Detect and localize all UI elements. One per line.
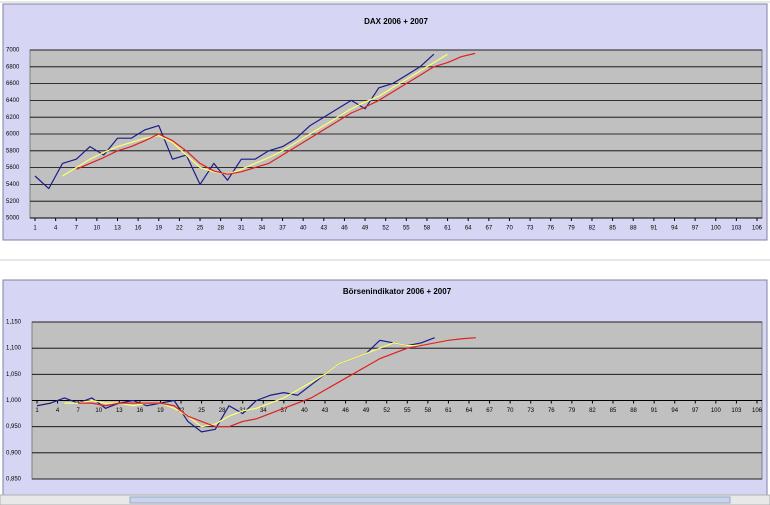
- x-tick-label: 43: [322, 408, 329, 414]
- x-tick-label: 100: [711, 408, 722, 414]
- x-tick-label: 67: [485, 226, 492, 232]
- x-tick-label: 4: [54, 226, 58, 232]
- x-tick-label: 52: [382, 226, 389, 232]
- x-tick-label: 79: [568, 226, 575, 232]
- x-tick-label: 94: [671, 408, 678, 414]
- x-tick-label: 7: [75, 226, 79, 232]
- x-tick-label: 28: [217, 226, 224, 232]
- chart-title: DAX 2006 + 2007: [364, 17, 428, 26]
- x-tick-label: 10: [94, 226, 101, 232]
- x-tick-label: 85: [610, 408, 617, 414]
- x-tick-label: 10: [95, 408, 102, 414]
- x-tick-label: 76: [547, 226, 554, 232]
- x-tick-label: 73: [527, 226, 534, 232]
- x-tick-label: 28: [219, 408, 226, 414]
- y-tick-label: 0,850: [6, 477, 22, 483]
- scrollbar-thumb[interactable]: [129, 496, 731, 504]
- x-tick-label: 91: [651, 408, 658, 414]
- x-tick-label: 106: [752, 408, 763, 414]
- y-tick-label: 7000: [6, 48, 20, 54]
- x-tick-label: 1: [35, 408, 39, 414]
- x-tick-label: 97: [692, 226, 699, 232]
- chart-title: Börsenindikator 2006 + 2007: [343, 287, 452, 296]
- x-tick-label: 61: [445, 408, 452, 414]
- y-tick-label: 1,150: [6, 320, 22, 326]
- y-tick-label: 5000: [6, 216, 20, 222]
- x-tick-label: 22: [176, 226, 183, 232]
- x-tick-label: 34: [260, 408, 267, 414]
- y-tick-label: 5200: [6, 199, 20, 205]
- x-tick-label: 49: [363, 408, 370, 414]
- x-tick-label: 73: [527, 408, 534, 414]
- series-line: [64, 339, 449, 428]
- y-tick-label: 6800: [6, 64, 20, 70]
- x-tick-label: 7: [76, 408, 80, 414]
- x-tick-label: 46: [342, 408, 349, 414]
- series-line: [78, 337, 476, 428]
- x-tick-label: 64: [466, 408, 473, 414]
- x-tick-label: 25: [197, 226, 204, 232]
- x-tick-label: 106: [752, 226, 763, 232]
- x-tick-label: 88: [630, 226, 637, 232]
- x-tick-label: 76: [548, 408, 555, 414]
- x-tick-label: 97: [692, 408, 699, 414]
- x-tick-label: 91: [651, 226, 658, 232]
- x-tick-label: 13: [116, 408, 123, 414]
- y-tick-label: 5400: [6, 182, 20, 188]
- x-tick-label: 37: [281, 408, 288, 414]
- y-tick-label: 6400: [6, 98, 20, 104]
- x-tick-label: 46: [341, 226, 348, 232]
- x-tick-label: 31: [238, 226, 245, 232]
- x-tick-label: 100: [711, 226, 722, 232]
- x-tick-label: 40: [301, 408, 308, 414]
- series-line: [76, 52, 476, 175]
- x-tick-label: 58: [425, 408, 432, 414]
- x-tick-label: 94: [671, 226, 678, 232]
- x-tick-label: 40: [300, 226, 307, 232]
- y-tick-label: 1,050: [6, 372, 22, 378]
- x-tick-label: 58: [424, 226, 431, 232]
- x-tick-label: 79: [569, 408, 576, 414]
- x-tick-label: 67: [486, 408, 493, 414]
- x-tick-label: 49: [362, 226, 369, 232]
- x-tick-label: 61: [444, 226, 451, 232]
- sheet-grid: [0, 1, 770, 261]
- x-tick-label: 103: [731, 226, 742, 232]
- x-tick-label: 34: [259, 226, 266, 232]
- series-line: [36, 337, 435, 433]
- series-line: [62, 53, 448, 177]
- x-tick-label: 13: [114, 226, 121, 232]
- x-tick-label: 70: [507, 408, 514, 414]
- x-tick-label: 103: [731, 408, 742, 414]
- y-tick-label: 1,000: [6, 398, 22, 404]
- x-tick-label: 88: [630, 408, 637, 414]
- x-tick-label: 55: [403, 226, 410, 232]
- y-tick-label: 5600: [6, 165, 20, 171]
- x-tick-label: 82: [589, 226, 596, 232]
- y-tick-label: 6000: [6, 132, 20, 138]
- x-tick-label: 85: [609, 226, 616, 232]
- x-tick-label: 1: [33, 226, 37, 232]
- x-tick-label: 16: [135, 226, 142, 232]
- y-tick-label: 0,900: [6, 450, 22, 456]
- x-tick-label: 43: [320, 226, 327, 232]
- x-tick-label: 19: [155, 226, 162, 232]
- x-tick-label: 55: [404, 408, 411, 414]
- y-tick-label: 6600: [6, 81, 20, 87]
- x-tick-label: 64: [465, 226, 472, 232]
- y-tick-label: 6200: [6, 115, 20, 121]
- y-tick-label: 1,100: [6, 346, 22, 352]
- x-tick-label: 16: [137, 408, 144, 414]
- x-tick-label: 19: [157, 408, 164, 414]
- x-tick-label: 25: [198, 408, 205, 414]
- x-tick-label: 4: [56, 408, 60, 414]
- x-tick-label: 82: [589, 408, 596, 414]
- x-tick-label: 52: [383, 408, 390, 414]
- x-tick-label: 70: [506, 226, 513, 232]
- y-tick-label: 5800: [6, 148, 20, 154]
- x-tick-label: 37: [279, 226, 286, 232]
- y-tick-label: 0,950: [6, 424, 22, 430]
